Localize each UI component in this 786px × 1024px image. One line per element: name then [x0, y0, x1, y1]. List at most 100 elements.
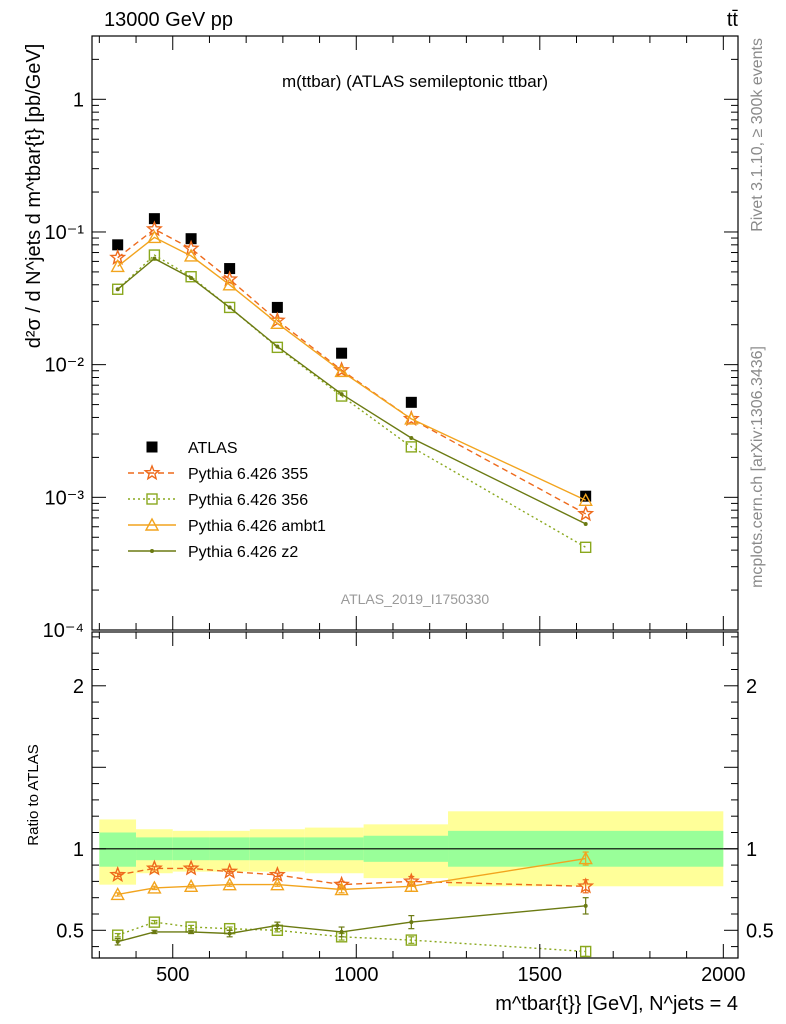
main-y-tick-label: 10⁻² — [45, 355, 85, 377]
main-y-tick-label: 10⁻¹ — [45, 222, 85, 244]
main-y-tick-label: 10⁻³ — [45, 487, 85, 509]
ratio-pythia-6-426-z2-line — [117, 905, 586, 943]
ratio-y-tick-label: 0.5 — [56, 920, 84, 942]
pythia-6-426-z2-point — [152, 256, 157, 261]
ratio-y-axis-label: Ratio to ATLAS — [25, 744, 42, 845]
ratio-pythia-6-426-355-point — [577, 877, 595, 894]
ratio-pythia-6-426-z2-point — [409, 920, 414, 925]
ratio-pythia-6-426-355-point — [182, 859, 200, 876]
pythia-6-426-ambt1-point — [404, 411, 419, 425]
ratio-pythia-6-426-ambt1-point — [147, 880, 162, 894]
ratio-pythia-6-426-356-line — [117, 921, 586, 953]
pythia-6-426-ambt1-point — [183, 248, 199, 262]
pythia-6-426-355-point — [402, 409, 420, 427]
ratio-panel: 0.5 0.5 1 1 2 2 500 1000 1500 2000 Ratio to ATLA… — [25, 631, 774, 1015]
pythia-6-426-ambt1-point — [270, 315, 285, 329]
pythia-6-426-356-point — [335, 390, 348, 402]
pythia-6-426-z2-line — [117, 257, 587, 525]
ratio-pythia-6-426-z2-point — [152, 929, 157, 934]
legend-marker-pythia-6-426-356 — [146, 493, 158, 505]
main-plot-area — [109, 213, 595, 554]
pythia-6-426-356-line — [117, 254, 587, 548]
ratio-pythia-6-426-ambt1-line — [117, 857, 586, 896]
ratio-pythia-6-426-z2-point — [583, 903, 588, 908]
process-label: tt̄ — [727, 9, 739, 31]
main-y-axis-label: d²σ / d N^jets d m^tbar{t} [pb/GeV] — [23, 44, 45, 349]
atlas-point — [112, 239, 124, 251]
pythia-6-426-356-point — [271, 341, 284, 354]
ratio-y-tick-label-right: 0.5 — [746, 920, 774, 942]
ratio-y-tick-label: 2 — [73, 676, 84, 698]
analysis-id: ATLAS_2019_I1750330 — [341, 591, 490, 607]
x-tick-label: 1000 — [334, 964, 379, 986]
ratio-pythia-6-426-356-point — [148, 916, 161, 928]
pythia-6-426-z2-point — [275, 344, 280, 349]
atlas-point — [271, 301, 283, 313]
ratio-x-ticks: 500 1000 1500 2000 — [98, 632, 746, 986]
ratio-pythia-6-426-355-point — [109, 866, 127, 883]
legend-marker-pythia-6-426-z2 — [150, 549, 154, 553]
pythia-6-426-z2-point — [115, 287, 120, 292]
legend-marker-atlas — [146, 441, 158, 453]
pythia-6-426-z2-point — [583, 521, 588, 526]
ratio-y-tick-label: 1 — [73, 839, 84, 861]
legend-marker-pythia-6-426-ambt1 — [144, 517, 160, 531]
x-tick-label: 500 — [156, 964, 189, 986]
legend: ATLAS Pythia 6.426 355 Pythia 6.426 356 Pyt… — [128, 440, 326, 561]
ratio-pythia-6-426-ambt1-point — [183, 878, 199, 892]
legend-marker-pythia-6-426-355 — [143, 464, 161, 481]
ratio-y-ticks: 0.5 0.5 1 1 2 2 — [56, 636, 774, 948]
chart-title: m(ttbar) (ATLAS semileptonic ttbar) — [282, 72, 548, 91]
ratio-pythia-6-426-z2-point — [115, 939, 120, 944]
atlas-point — [336, 347, 348, 359]
atlas-point — [148, 213, 160, 225]
ratio-pythia-6-426-ambt1-point — [334, 882, 349, 896]
legend-label-pythia-6-426-355: Pythia 6.426 355 — [188, 466, 308, 483]
main-x-ticks — [98, 36, 724, 630]
atlas-point — [224, 263, 236, 275]
atlas-point — [185, 233, 197, 245]
main-panel: 1 10⁻¹ 10⁻² 10⁻³ 10⁻⁴ m(ttbar) (ATLAS semile… — [23, 35, 739, 642]
pythia-6-426-356-point — [111, 283, 124, 295]
pythia-6-426-356-point — [223, 301, 236, 314]
ratio-pythia-6-426-ambt1-point — [222, 877, 237, 891]
pythia-6-426-ambt1-point — [147, 229, 162, 244]
legend-label-pythia-6-426-z2: Pythia 6.426 z2 — [188, 544, 298, 561]
legend-label-atlas: ATLAS — [188, 440, 238, 457]
ratio-plot-area — [92, 811, 738, 958]
ratio-pythia-6-426-z2-point — [339, 929, 344, 934]
ratio-pythia-6-426-355-point — [145, 859, 163, 876]
rivet-label: Rivet 3.1.10, ≥ 300k events — [749, 38, 766, 232]
atlas-point — [580, 490, 592, 502]
pythia-6-426-z2-point — [339, 392, 344, 397]
main-y-tick-label: 1 — [73, 89, 84, 111]
pythia-6-426-ambt1-point — [222, 277, 237, 291]
x-tick-label: 2000 — [701, 964, 746, 986]
x-axis-label: m^tbar{t}} [GeV], N^jets = 4 — [495, 993, 738, 1015]
main-y-ticks: 1 10⁻¹ 10⁻² 10⁻³ 10⁻⁴ — [43, 35, 738, 642]
ratio-pythia-6-426-355-point — [221, 862, 239, 879]
ratio-pythia-6-426-z2-point — [189, 929, 194, 934]
main-frame — [91, 35, 739, 631]
x-tick-label: 1500 — [518, 964, 563, 986]
pythia-6-426-ambt1-point — [578, 492, 593, 506]
ratio-pythia-6-426-z2-point — [227, 931, 232, 936]
ratio-pythia-6-426-356-point — [405, 934, 418, 946]
ratio-pythia-6-426-z2-point — [275, 923, 280, 928]
ratio-y-tick-label-right: 1 — [746, 839, 757, 861]
ratio-frame — [91, 631, 739, 959]
pythia-6-426-356-point — [185, 271, 197, 283]
legend-label-pythia-6-426-ambt1: Pythia 6.426 ambt1 — [188, 518, 326, 535]
legend-label-pythia-6-426-356: Pythia 6.426 356 — [188, 492, 308, 509]
ratio-band-inner — [99, 832, 137, 867]
ratio-pythia-6-426-356-point — [579, 945, 592, 958]
pythia-6-426-ambt1-point — [110, 258, 125, 273]
ratio-pythia-6-426-ambt1-point — [110, 886, 125, 901]
pythia-6-426-355-point — [221, 270, 239, 287]
main-y-tick-label: 10⁻⁴ — [43, 620, 84, 642]
pythia-6-426-z2-point — [189, 275, 194, 280]
pythia-6-426-355-point — [182, 239, 200, 256]
pythia-6-426-355-point — [577, 504, 595, 522]
pythia-6-426-z2-point — [409, 435, 414, 440]
